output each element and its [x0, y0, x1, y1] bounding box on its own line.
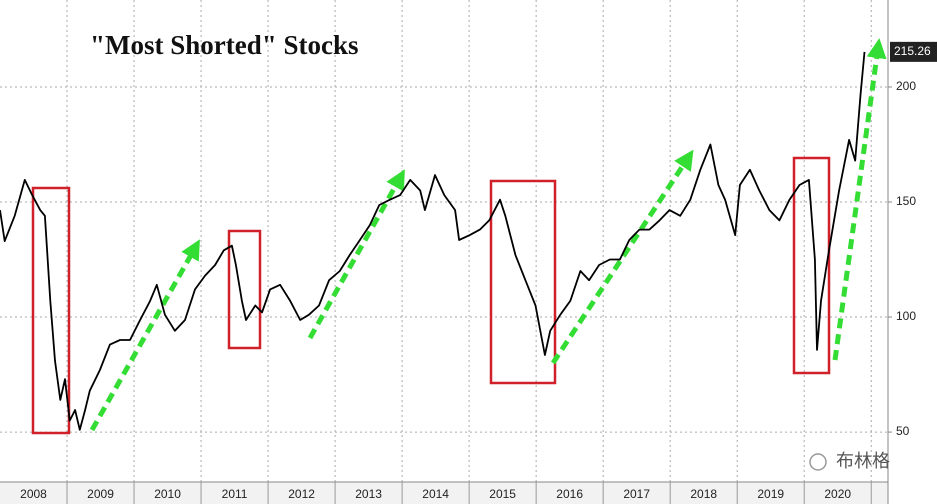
x-tick-label: 2012 [288, 487, 315, 501]
x-tick-label: 2018 [690, 487, 717, 501]
highlight-box [489, 179, 557, 385]
x-tick-label: 2015 [489, 487, 516, 501]
trend-arrow [307, 169, 405, 340]
x-tick-label: 2009 [87, 487, 114, 501]
grid [0, 0, 888, 482]
x-tick-label: 2020 [824, 487, 851, 501]
trend-arrow [832, 38, 887, 361]
y-tick-label: 50 [896, 424, 910, 438]
watermark: 布林格 [809, 451, 890, 472]
chart-title: "Most Shorted" Stocks [90, 30, 358, 60]
last-value-label: 215.26 [894, 44, 931, 58]
x-tick-label: 2010 [154, 487, 181, 501]
x-axis-band [0, 482, 888, 504]
trend-arrows [89, 38, 887, 432]
highlight-box [792, 156, 831, 375]
x-tick-label: 2019 [757, 487, 784, 501]
last-value-box [890, 41, 937, 62]
x-tick-label: 2016 [556, 487, 583, 501]
line [0, 51, 866, 431]
x-tick-label: 2017 [623, 487, 650, 501]
y-tick-label: 200 [896, 79, 916, 93]
highlight-boxes [31, 156, 831, 435]
y-tick-label: 100 [896, 309, 916, 323]
y-tick-label: 150 [896, 194, 916, 208]
highlight-box [31, 186, 71, 435]
x-tick-label: 2011 [222, 487, 248, 501]
watermark-text: 布林格 [836, 451, 890, 472]
x-tick-label: 2013 [355, 487, 382, 501]
watermark-icon [809, 453, 827, 471]
trend-arrow [89, 239, 200, 432]
highlight-box [227, 229, 262, 350]
x-tick-label: 2008 [20, 487, 47, 501]
trend-arrow [550, 149, 694, 365]
x-tick-label: 2014 [422, 487, 449, 501]
